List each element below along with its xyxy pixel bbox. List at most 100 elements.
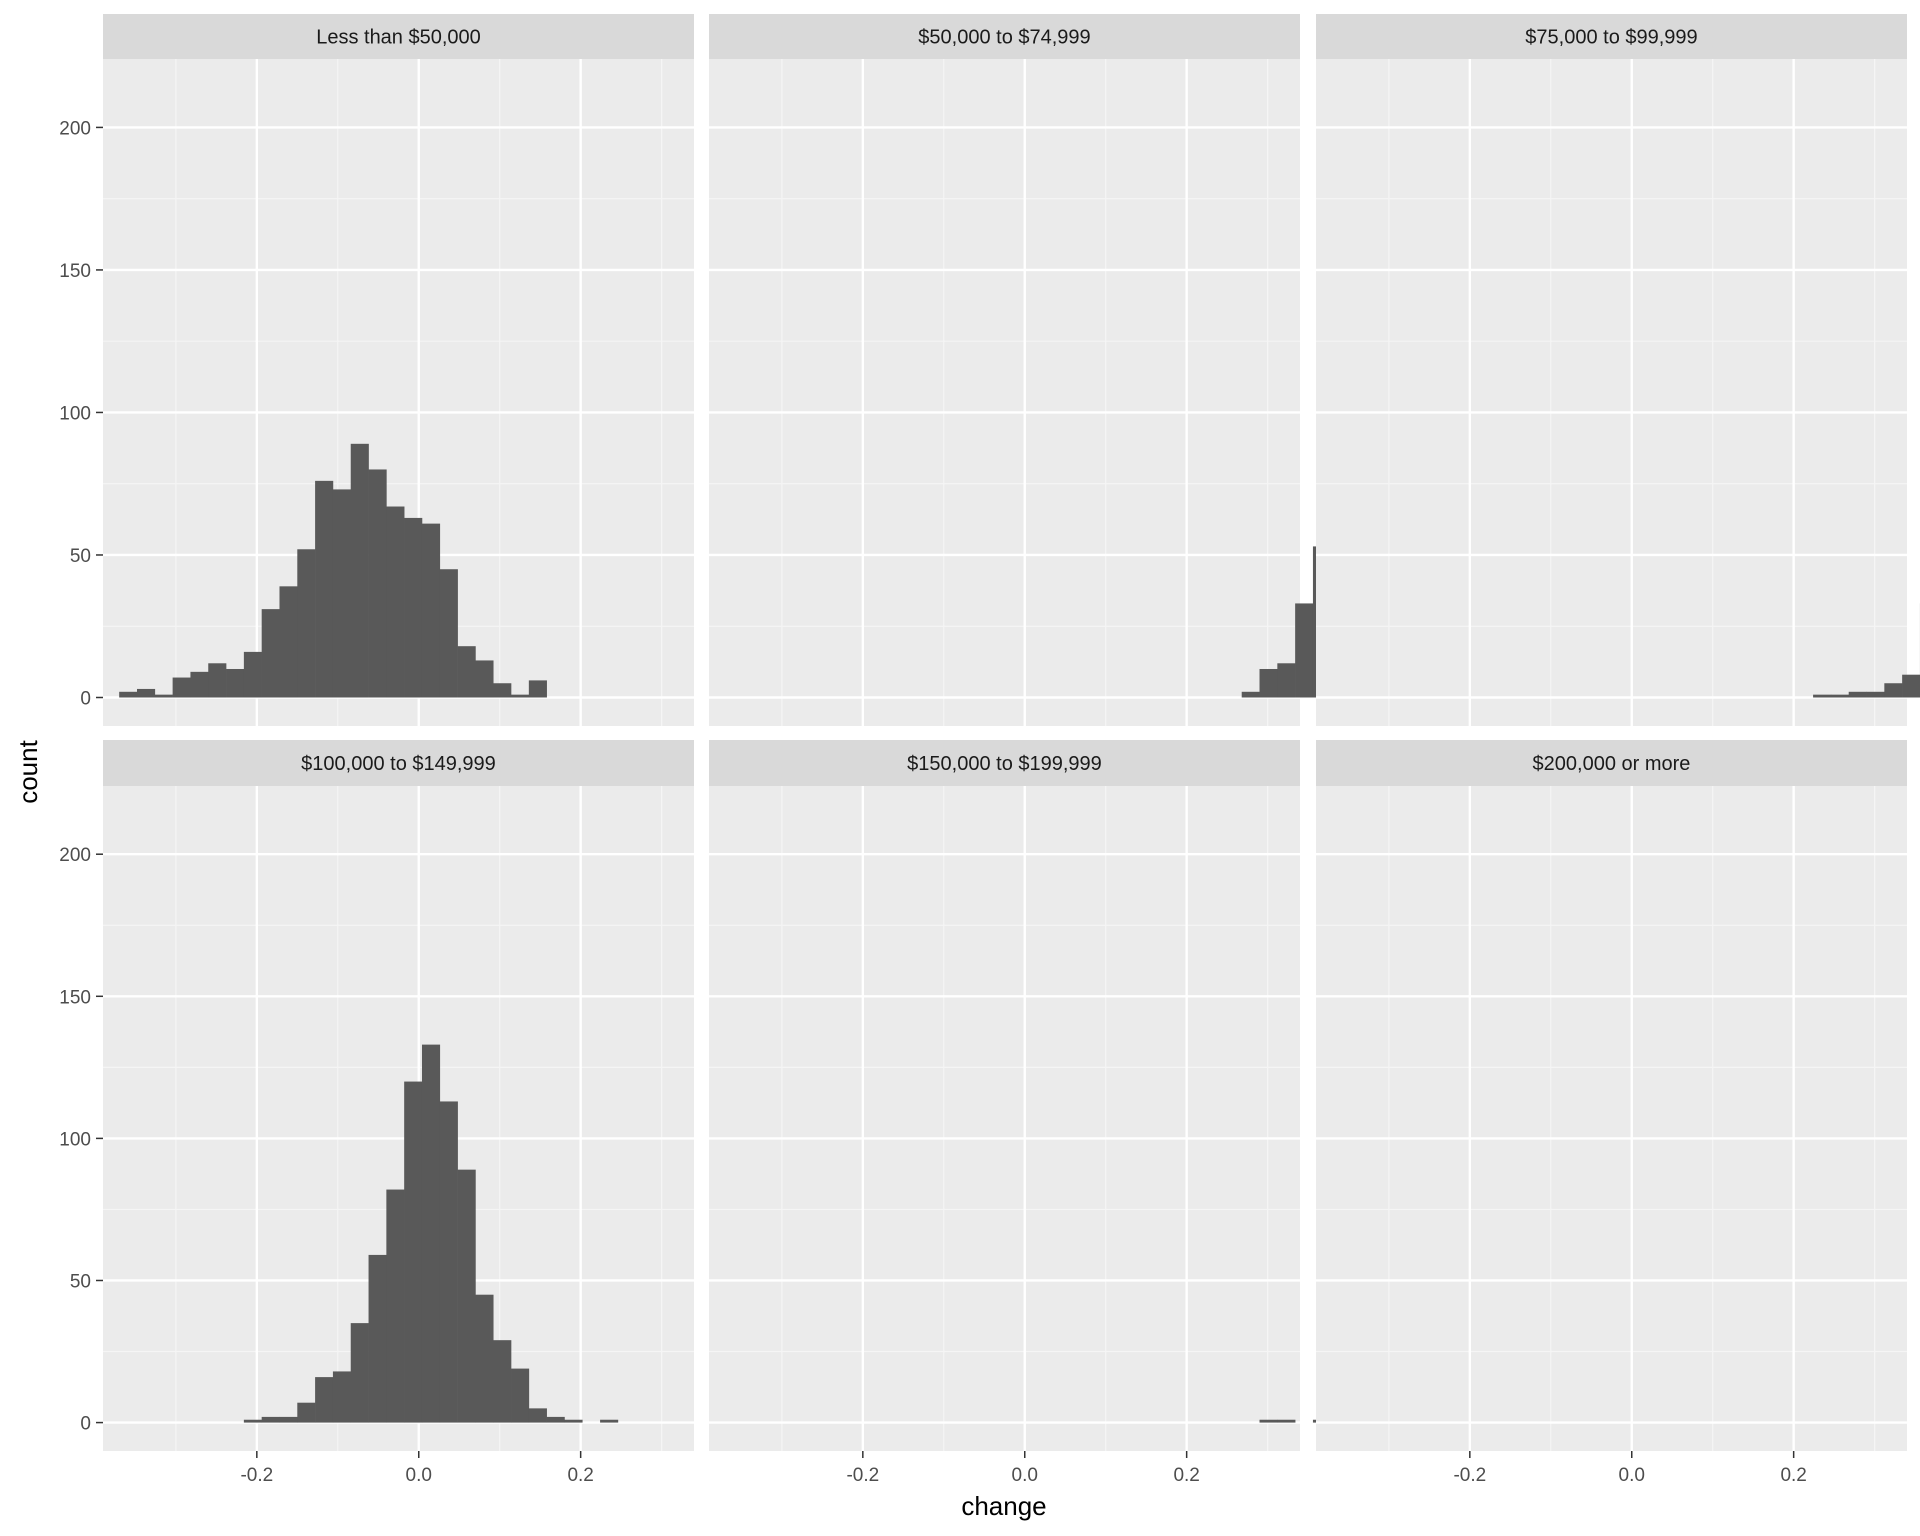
histogram-bar (1830, 694, 1850, 698)
histogram-bar (297, 1402, 316, 1423)
facet-strip (709, 14, 1300, 59)
x-tick-label: 0.2 (567, 1465, 593, 1486)
histogram-bar (297, 549, 316, 698)
histogram-bar (279, 1416, 298, 1423)
y-tick-label: 50 (70, 546, 91, 567)
histogram-bar (1813, 694, 1832, 698)
histogram-bar (279, 586, 298, 698)
facet-strip-label: $200,000 or more (1533, 753, 1691, 775)
facet-panel: Less than $50,000 0 50 100 150 200 (59, 14, 694, 726)
x-tick-label: -0.2 (240, 1465, 273, 1486)
histogram-bar (386, 1189, 405, 1423)
histogram-bar (511, 1368, 530, 1423)
y-tick-label: 0 (80, 688, 91, 709)
panel-background (1316, 786, 1907, 1451)
x-tick-label: -0.2 (846, 1465, 879, 1486)
histogram-bar (511, 694, 530, 698)
histogram-bar (439, 1101, 458, 1423)
histogram-bar (1902, 674, 1920, 698)
y-axis-title: count (13, 739, 43, 803)
y-tick-label: 50 (70, 1271, 91, 1292)
x-tick-label: -0.2 (1453, 1465, 1486, 1486)
histogram-bar (475, 1294, 494, 1423)
histogram-bar (1241, 691, 1260, 698)
facet-strip (709, 740, 1300, 786)
histogram-bar (1295, 603, 1314, 698)
y-tick-label: 200 (59, 118, 91, 139)
histogram-bar (315, 1377, 334, 1423)
histogram-bar (1884, 683, 1903, 698)
y-tick-label: 100 (59, 403, 91, 424)
x-tick-label: 0.0 (1012, 1465, 1038, 1486)
histogram-bar (1848, 691, 1867, 698)
histogram-bar (528, 1408, 547, 1423)
histogram-bar (457, 646, 476, 698)
histogram-bar (154, 694, 173, 698)
histogram-bar (475, 660, 494, 698)
facet-panel: $150,000 to $199,999 -0.2 0.0 0.2 (709, 740, 1581, 1486)
histogram-bar (368, 469, 387, 698)
x-axis-title: change (961, 1491, 1046, 1521)
histogram-bar (350, 443, 369, 698)
facet-strip-label: Less than $50,000 (316, 27, 481, 49)
histogram-bar (119, 691, 138, 698)
histogram-bar (1259, 668, 1278, 698)
histogram-bar (1866, 691, 1885, 698)
histogram-bar (564, 1419, 583, 1423)
y-tick-label: 100 (59, 1129, 91, 1150)
histogram-bar (350, 1323, 369, 1423)
histogram-bar (243, 651, 262, 698)
histogram-bar (404, 517, 423, 698)
facet-panel: $100,000 to $149,999 0 50 100 150 200 -0.2 0.0 0… (59, 740, 694, 1486)
facet-strip (103, 14, 694, 59)
histogram-bar (315, 480, 334, 698)
x-tick-label: 0.2 (1173, 1465, 1199, 1486)
histogram-bar (421, 523, 441, 698)
histogram-bar (1259, 1419, 1278, 1423)
histogram-bar (600, 1419, 619, 1423)
y-tick-label: 0 (80, 1414, 91, 1435)
histogram-bar (261, 609, 280, 698)
y-tick-label: 150 (59, 261, 91, 282)
facet-strip (1316, 14, 1907, 59)
y-tick-label: 150 (59, 987, 91, 1008)
facet-strip-label: $100,000 to $149,999 (301, 753, 496, 775)
histogram-bar (493, 683, 512, 698)
facet-strip-label: $150,000 to $199,999 (907, 753, 1102, 775)
histogram-bar (208, 663, 227, 698)
histogram-bar (528, 680, 547, 698)
histogram-bar (439, 569, 458, 698)
histogram-bar (1277, 1419, 1296, 1423)
histogram-bar (243, 1419, 262, 1423)
panel-background (709, 59, 1300, 726)
histogram-bar (332, 489, 352, 698)
histogram-bar (332, 1371, 352, 1423)
histogram-bar (493, 1340, 512, 1423)
facet-panel: $75,000 to $99,999 (1316, 14, 1920, 726)
x-tick-label: 0.0 (1619, 1465, 1645, 1486)
histogram-bar (226, 668, 245, 698)
facet-panels: Less than $50,000 0 50 100 150 200 $50,000 to … (59, 14, 1920, 1486)
histogram-bar (386, 506, 405, 698)
histogram-bar (172, 677, 191, 698)
histogram-bar (457, 1169, 476, 1423)
facet-strip-label: $75,000 to $99,999 (1525, 27, 1697, 49)
histogram-bar (546, 1416, 565, 1423)
histogram-bar (421, 1044, 441, 1423)
panel-background (1316, 59, 1907, 726)
histogram-bar (368, 1254, 387, 1423)
x-tick-label: 0.0 (406, 1465, 432, 1486)
histogram-bar (137, 688, 156, 698)
x-tick-label: 0.2 (1780, 1465, 1806, 1486)
facet-panel: $200,000 or more -0.2 0.0 0.2 (1316, 740, 1907, 1486)
facet-strip-label: $50,000 to $74,999 (918, 27, 1090, 49)
facet-strip (1316, 740, 1907, 786)
histogram-bar (190, 671, 209, 698)
panel-background (709, 786, 1300, 1451)
facet-strip (103, 740, 694, 786)
histogram-bar (404, 1081, 423, 1423)
histogram-bar (1277, 663, 1296, 698)
histogram-bar (261, 1416, 280, 1423)
